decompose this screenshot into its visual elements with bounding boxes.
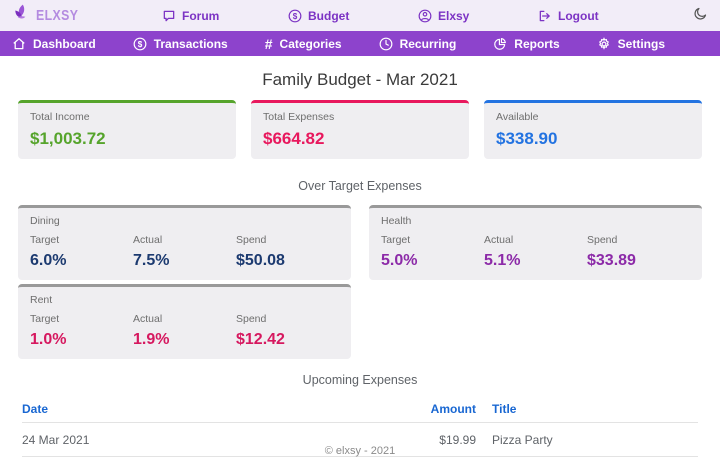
available-card: Available $338.90 <box>484 100 702 159</box>
actual-value: 5.1% <box>484 252 521 269</box>
spend-label: Spend <box>236 234 267 246</box>
top-bar: ELXSY Forum $ Budget <box>0 0 720 31</box>
account-icon <box>418 9 432 23</box>
actual-value: 1.9% <box>133 331 170 348</box>
expense-date: 24 Mar 2021 <box>22 432 90 447</box>
spend-value: $12.42 <box>236 331 285 348</box>
category-name: Dining <box>30 215 60 227</box>
total-expenses-value: $664.82 <box>263 129 325 148</box>
over-target-card-health: Health Target 5.0% Actual 5.1% Spend $33… <box>369 205 702 280</box>
nav-dashboard[interactable]: Dashboard <box>12 37 96 51</box>
target-value: 5.0% <box>381 252 418 269</box>
title-column-header[interactable]: Title <box>492 401 517 416</box>
hash-icon: # <box>264 35 273 52</box>
spend-value: $33.89 <box>587 252 636 269</box>
topnav-account[interactable]: Elxsy <box>418 9 469 23</box>
dollar-circle-icon: $ <box>133 37 147 51</box>
svg-text:$: $ <box>137 39 142 48</box>
nav-categories[interactable]: # Categories <box>265 37 342 51</box>
nav-label: Settings <box>617 36 665 51</box>
nav-label: Transactions <box>153 36 228 51</box>
over-target-card-rent: Rent Target 1.0% Actual 1.9% Spend $12.4… <box>18 284 351 359</box>
logo-text: ELXSY <box>36 7 79 24</box>
available-value: $338.90 <box>496 129 558 148</box>
expense-title: Pizza Party <box>492 432 553 447</box>
app-logo[interactable]: ELXSY <box>12 3 88 28</box>
date-column-header[interactable]: Date <box>22 401 49 416</box>
logout-icon <box>538 9 552 23</box>
over-target-card-dining: Dining Target 6.0% Actual 7.5% Spend $50… <box>18 205 351 280</box>
topnav-label: Logout <box>558 8 599 23</box>
spend-label: Spend <box>587 234 618 246</box>
actual-label: Actual <box>133 313 163 325</box>
actual-label: Actual <box>484 234 514 246</box>
nav-settings[interactable]: Settings <box>597 37 665 51</box>
page-title: Family Budget - Mar 2021 <box>262 70 458 89</box>
spend-value: $50.08 <box>236 252 285 269</box>
moon-icon <box>693 6 708 26</box>
card-label: Total Expenses <box>263 111 335 123</box>
nav-label: Recurring <box>399 36 457 51</box>
topnav-logout[interactable]: Logout <box>538 9 599 23</box>
topnav-budget[interactable]: $ Budget <box>288 9 349 23</box>
pie-chart-icon <box>493 37 507 51</box>
main-nav-bar: Dashboard $ Transactions # Categories Re… <box>0 31 720 56</box>
topnav-label: Budget <box>308 8 350 23</box>
nav-label: Reports <box>514 36 560 51</box>
topnav-label: Elxsy <box>438 8 470 23</box>
over-target-grid: Dining Target 6.0% Actual 7.5% Spend $50… <box>0 205 720 359</box>
upcoming-expenses-table: Date Amount Title 24 Mar 2021 $19.99 Piz… <box>0 395 720 457</box>
category-name: Rent <box>30 294 53 306</box>
target-label: Target <box>30 234 60 246</box>
dark-mode-toggle[interactable] <box>693 6 708 26</box>
actual-value: 7.5% <box>133 252 170 269</box>
total-income-value: $1,003.72 <box>30 129 106 148</box>
over-target-section-title: Over Target Expenses <box>298 179 422 193</box>
card-label: Total Income <box>30 111 90 123</box>
gear-icon <box>597 36 611 51</box>
chat-icon <box>162 9 176 23</box>
clock-icon <box>379 37 393 51</box>
summary-cards-row: Total Income $1,003.72 Total Expenses $6… <box>0 100 720 159</box>
topnav-forum[interactable]: Forum <box>162 9 219 23</box>
topnav-label: Forum <box>182 8 220 23</box>
actual-label: Actual <box>133 234 163 246</box>
card-label: Available <box>496 111 539 123</box>
table-row: 24 Mar 2021 $19.99 Pizza Party <box>22 423 698 457</box>
total-expenses-card: Total Expenses $664.82 <box>251 100 469 159</box>
nav-label: Categories <box>279 36 342 51</box>
table-header-row: Date Amount Title <box>22 395 698 423</box>
home-icon <box>12 37 26 51</box>
amount-column-header[interactable]: Amount <box>430 401 476 416</box>
nav-transactions[interactable]: $ Transactions <box>133 37 228 51</box>
footer-copyright: © elxsy - 2021 <box>324 445 396 457</box>
upcoming-section-title: Upcoming Expenses <box>302 373 418 387</box>
svg-text:$: $ <box>293 11 298 20</box>
target-label: Target <box>381 234 411 246</box>
total-income-card: Total Income $1,003.72 <box>18 100 236 159</box>
expense-amount: $19.99 <box>439 432 476 447</box>
target-value: 6.0% <box>30 252 67 269</box>
dollar-circle-icon: $ <box>288 9 302 23</box>
spend-label: Spend <box>236 313 267 325</box>
nav-recurring[interactable]: Recurring <box>379 36 457 51</box>
target-label: Target <box>30 313 60 325</box>
top-nav: Forum $ Budget Elxsy <box>88 9 693 23</box>
category-name: Health <box>381 215 412 227</box>
nav-label: Dashboard <box>33 36 96 51</box>
leaf-logo-icon <box>12 3 32 28</box>
nav-reports[interactable]: Reports <box>493 36 560 51</box>
target-value: 1.0% <box>30 331 67 348</box>
